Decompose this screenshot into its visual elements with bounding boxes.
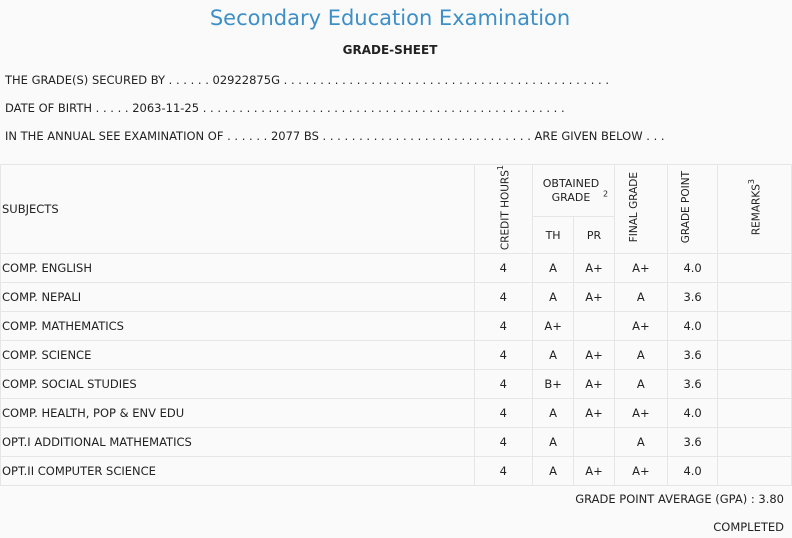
cell-remarks [717,282,792,313]
cell-subject: COMP. SCIENCE [0,340,475,371]
cell-credit: 4 [473,340,534,371]
cell-subject: COMP. NEPALI [0,282,475,313]
cell-pr [573,427,615,458]
cell-gp: 3.6 [666,282,719,313]
table-row: COMP. SOCIAL STUDIES 4 B+ A+ A 3.6 [0,369,792,400]
cell-th: A [532,456,575,487]
table-row: COMP. NEPALI 4 A A+ A 3.6 [0,282,792,313]
cell-remarks [717,311,792,342]
cell-final: A [613,369,668,400]
cell-credit: 4 [473,369,534,400]
page-title: Secondary Education Examination [209,6,571,30]
cell-remarks [717,253,792,284]
cell-credit: 4 [473,253,534,284]
cell-final: A+ [613,311,668,342]
cell-th: A [532,427,575,458]
cell-remarks [717,398,792,429]
dob-line: DATE OF BIRTH . . . . . 2063-11-25 . . .… [5,101,565,115]
cell-final: A+ [613,398,668,429]
cell-th: A [532,253,575,284]
cell-subject: OPT.II COMPUTER SCIENCE [0,456,475,487]
cell-th: A [532,340,575,371]
cell-gp: 3.6 [666,340,719,371]
cell-pr: A+ [573,282,615,313]
cell-pr: A+ [573,398,615,429]
cell-remarks [717,456,792,487]
cell-subject: COMP. SOCIAL STUDIES [0,369,475,400]
cell-subject: OPT.I ADDITIONAL MATHEMATICS [0,427,475,458]
table-row: OPT.I ADDITIONAL MATHEMATICS 4 A A 3.6 [0,427,792,458]
grade-table: SUBJECTS CREDIT HOURS1 OBTAINED GRADE 2 F… [0,163,792,487]
cell-credit: 4 [473,456,534,487]
table-row: COMP. MATHEMATICS 4 A+ A+ 4.0 [0,311,792,342]
cell-gp: 4.0 [666,398,719,429]
cell-pr: A+ [573,369,615,400]
cell-pr: A+ [573,340,615,371]
remarks-header: REMARKS3 [717,163,792,255]
cell-th: A [532,398,575,429]
cell-gp: 3.6 [666,369,719,400]
status-text: COMPLETED [713,520,784,534]
cell-subject: COMP. ENGLISH [0,253,475,284]
cell-final: A+ [613,456,668,487]
cell-pr [573,311,615,342]
cell-subject: COMP. MATHEMATICS [0,311,475,342]
student-id-line: THE GRADE(S) SECURED BY . . . . . . 0292… [5,73,609,87]
cell-subject: COMP. HEALTH, POP & ENV EDU [0,398,475,429]
cell-remarks [717,427,792,458]
cell-final: A [613,282,668,313]
table-row: COMP. HEALTH, POP & ENV EDU 4 A A+ A+ 4.0 [0,398,792,429]
cell-credit: 4 [473,427,534,458]
grade-point-header: GRADE POINT [666,163,719,255]
cell-credit: 4 [473,311,534,342]
cell-credit: 4 [473,398,534,429]
table-row: OPT.II COMPUTER SCIENCE 4 A A+ A+ 4.0 [0,456,792,487]
cell-final: A+ [613,253,668,284]
cell-pr: A+ [573,456,615,487]
table-row: COMP. SCIENCE 4 A A+ A 3.6 [0,340,792,371]
cell-final: A [613,340,668,371]
cell-gp: 4.0 [666,253,719,284]
grade-sheet-heading: GRADE-SHEET [342,43,438,57]
exam-line: IN THE ANNUAL SEE EXAMINATION OF . . . .… [5,129,665,143]
cell-remarks [717,369,792,400]
cell-th: A [532,282,575,313]
cell-th: A+ [532,311,575,342]
cell-credit: 4 [473,282,534,313]
pr-header: PR [573,216,615,255]
obtained-grade-header: OBTAINED GRADE 2 [532,163,615,218]
th-header: TH [532,216,575,255]
cell-pr: A+ [573,253,615,284]
gpa-summary: GRADE POINT AVERAGE (GPA) : 3.80 [575,492,784,506]
final-grade-header: FINAL GRADE [613,163,668,255]
table-row: COMP. ENGLISH 4 A A+ A+ 4.0 [0,253,792,284]
credit-hours-header: CREDIT HOURS1 [473,163,534,255]
subjects-header: SUBJECTS [0,163,475,255]
cell-th: B+ [532,369,575,400]
cell-gp: 3.6 [666,427,719,458]
cell-final: A [613,427,668,458]
cell-remarks [717,340,792,371]
cell-gp: 4.0 [666,456,719,487]
cell-gp: 4.0 [666,311,719,342]
